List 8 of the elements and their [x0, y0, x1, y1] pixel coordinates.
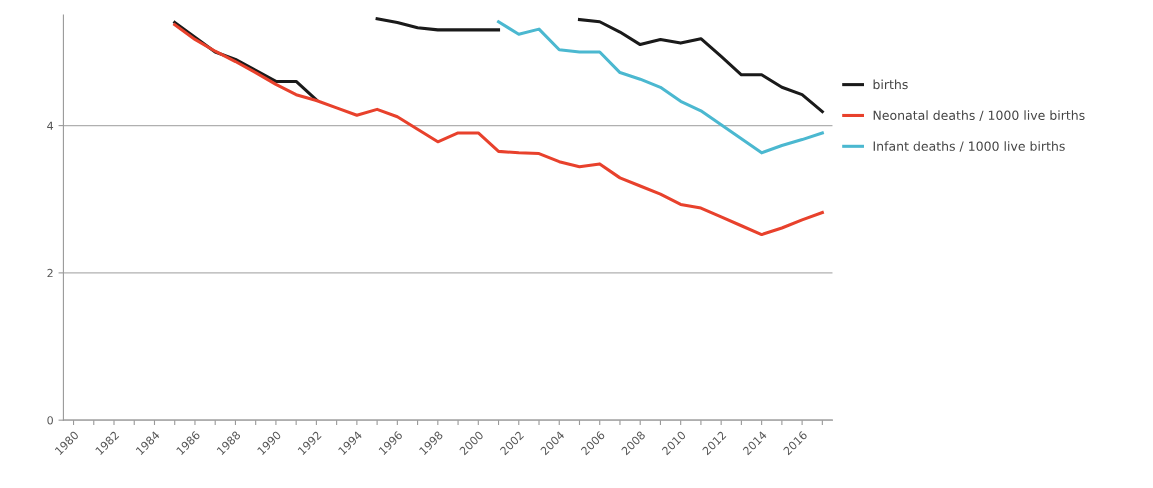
line-series [173, 23, 824, 237]
y-tick-label: 0 [47, 416, 53, 425]
line-series [497, 20, 824, 155]
y-tick-label: 2 [47, 268, 53, 278]
legend-label: births [873, 79, 908, 90]
legend-label: Neonatal deaths / 1000 live births [873, 110, 1085, 121]
y-tick-label: 4 [47, 121, 54, 130]
legend-label: Infant deaths / 1000 live births [873, 141, 1065, 152]
